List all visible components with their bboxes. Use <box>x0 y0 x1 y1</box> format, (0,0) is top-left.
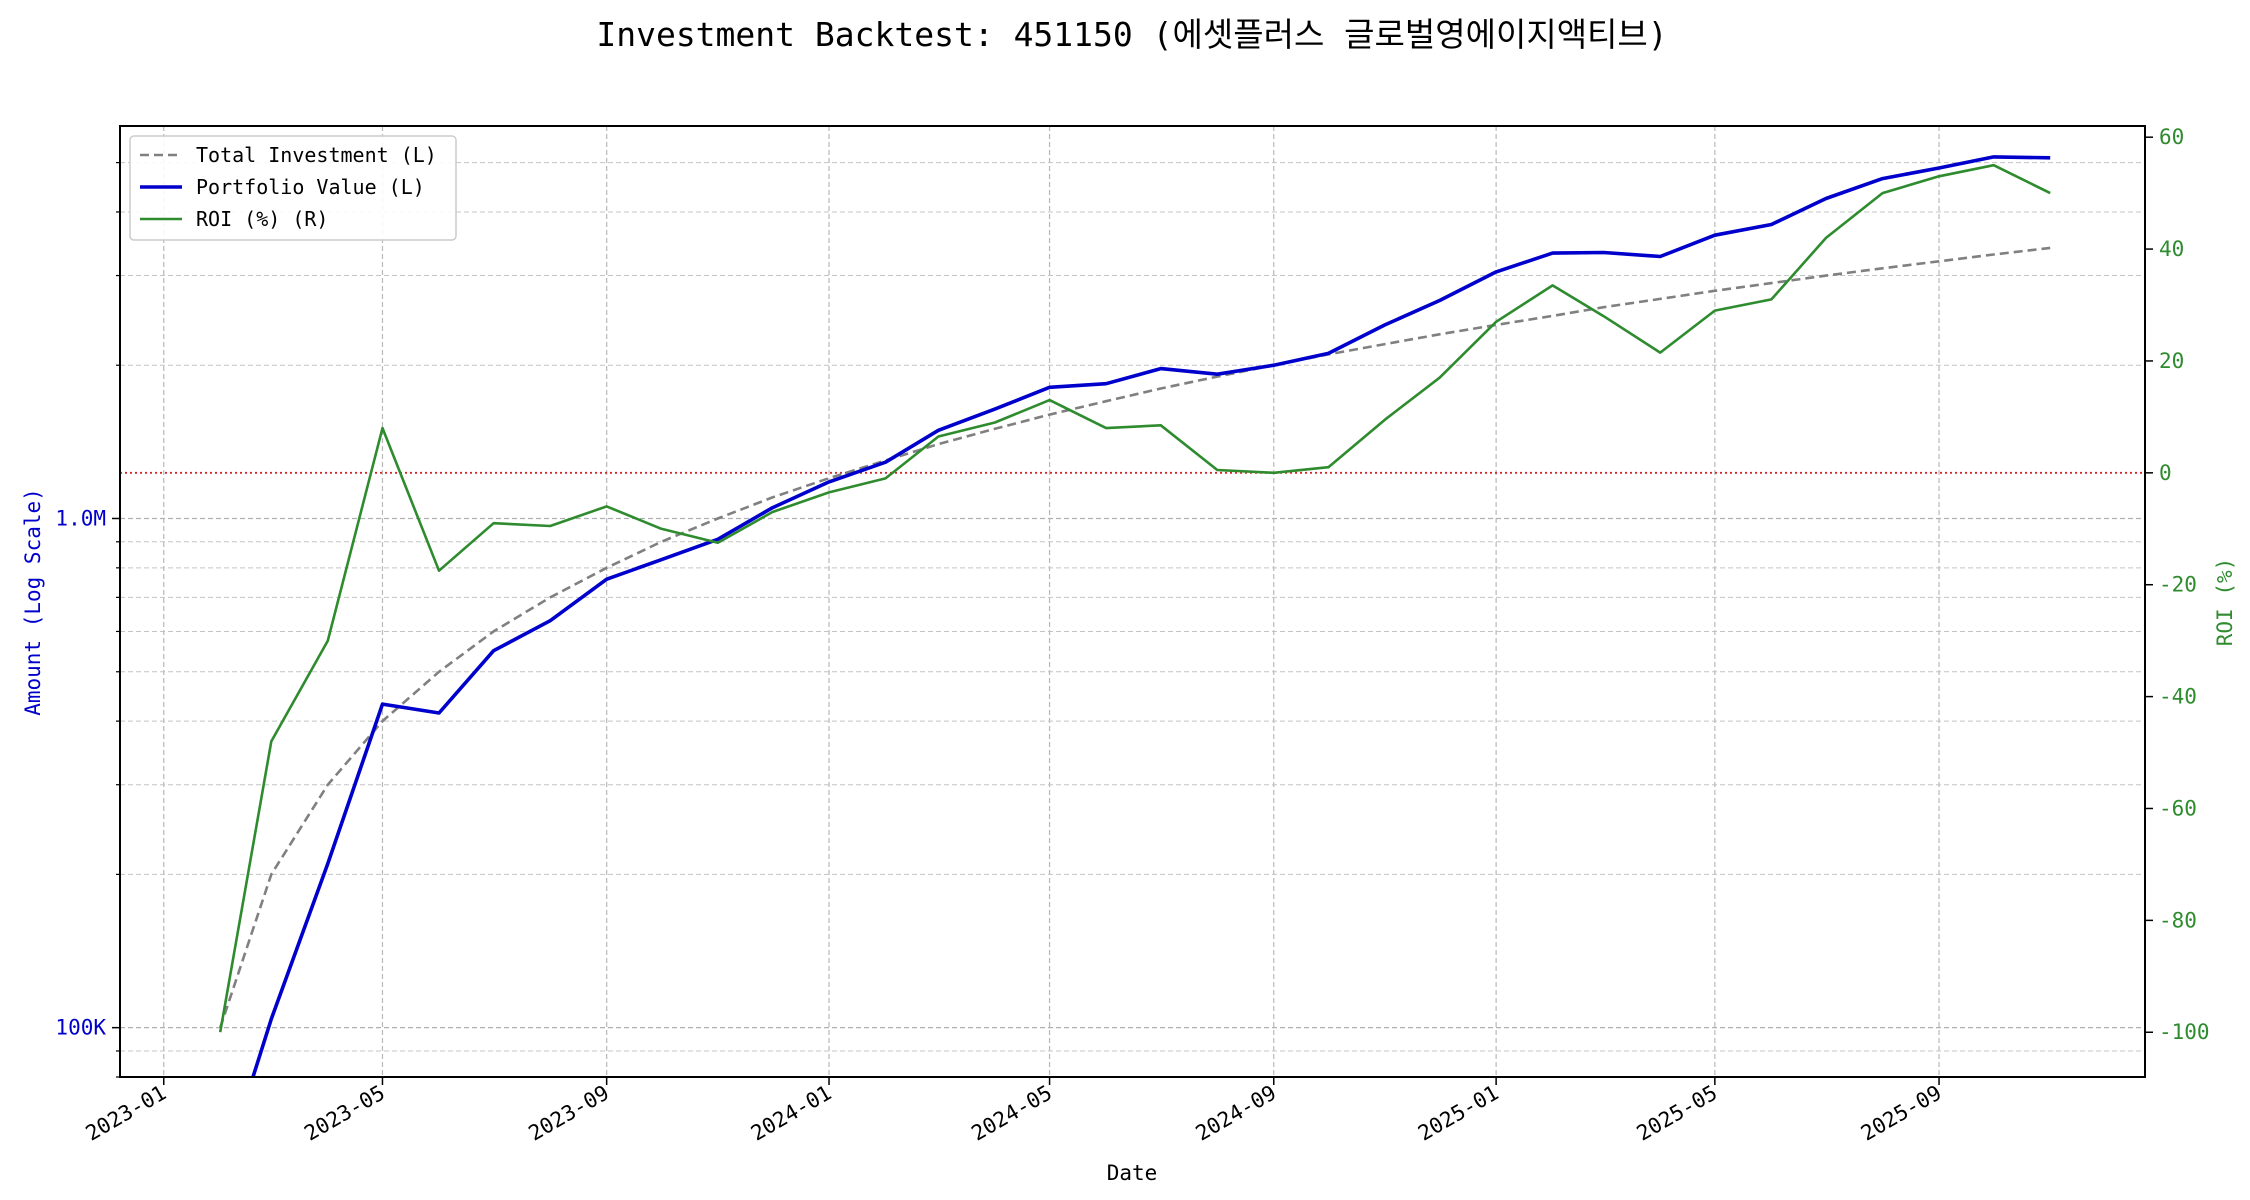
right-tick-label: -60 <box>2159 796 2197 820</box>
x-tick-label: 2024-01 <box>747 1081 836 1146</box>
right-tick-label: -20 <box>2159 573 2197 597</box>
x-tick-label: 2025-09 <box>1857 1081 1946 1146</box>
x-tick-label: 2025-01 <box>1414 1081 1503 1146</box>
series-line-3 <box>218 163 2051 1033</box>
series-line-1 <box>218 246 2051 1029</box>
chart-title: Investment Backtest: 451150 (에셋플러스 글로벌영에… <box>596 15 1667 54</box>
right-tick-label: -80 <box>2159 908 2197 932</box>
series-line-2 <box>251 155 2051 1077</box>
right-tick-label: 60 <box>2159 125 2184 149</box>
legend-label: ROI (%) (R) <box>196 207 328 231</box>
right-axis-ticks: -100 -80 -60 -40 -20 0 20 40 60 <box>2145 125 2210 1044</box>
x-tick-label: 2023-09 <box>524 1081 613 1146</box>
legend-label: Portfolio Value (L) <box>196 175 425 199</box>
legend-box <box>129 135 457 241</box>
x-tick-label: 2025-05 <box>1633 1081 1722 1146</box>
x-tick-label: 2024-05 <box>967 1081 1056 1146</box>
right-tick-label: 20 <box>2159 349 2184 373</box>
x-tick-label: 2024-09 <box>1192 1081 1281 1146</box>
plot-frame <box>119 125 2146 1078</box>
legend-label: Total Investment (L) <box>196 143 437 167</box>
x-tick-label: 2023-05 <box>300 1081 389 1146</box>
right-tick-label: 0 <box>2159 461 2172 485</box>
legend: Total Investment (L) Portfolio Value (L) R… <box>129 135 457 241</box>
left-axis-ticks: 100K 1.0M <box>55 161 120 1078</box>
x-axis-ticks: 2023-01 2023-05 2023-09 2024-01 2024-05 2024-… <box>82 1077 1946 1146</box>
grid-lines <box>120 126 2145 1078</box>
right-tick-label: -100 <box>2159 1020 2210 1044</box>
left-tick-label: 100K <box>55 1016 106 1040</box>
left-axis-label: Amount (Log Scale) <box>21 488 45 716</box>
left-tick-label: 1.0M <box>55 506 106 530</box>
x-tick-label: 2023-01 <box>82 1081 171 1146</box>
x-axis-label: Date <box>1107 1161 1158 1185</box>
right-tick-label: -40 <box>2159 685 2197 709</box>
right-axis-label: ROI (%) <box>2213 558 2237 647</box>
series-lines <box>218 155 2051 1077</box>
right-tick-label: 40 <box>2159 237 2184 261</box>
